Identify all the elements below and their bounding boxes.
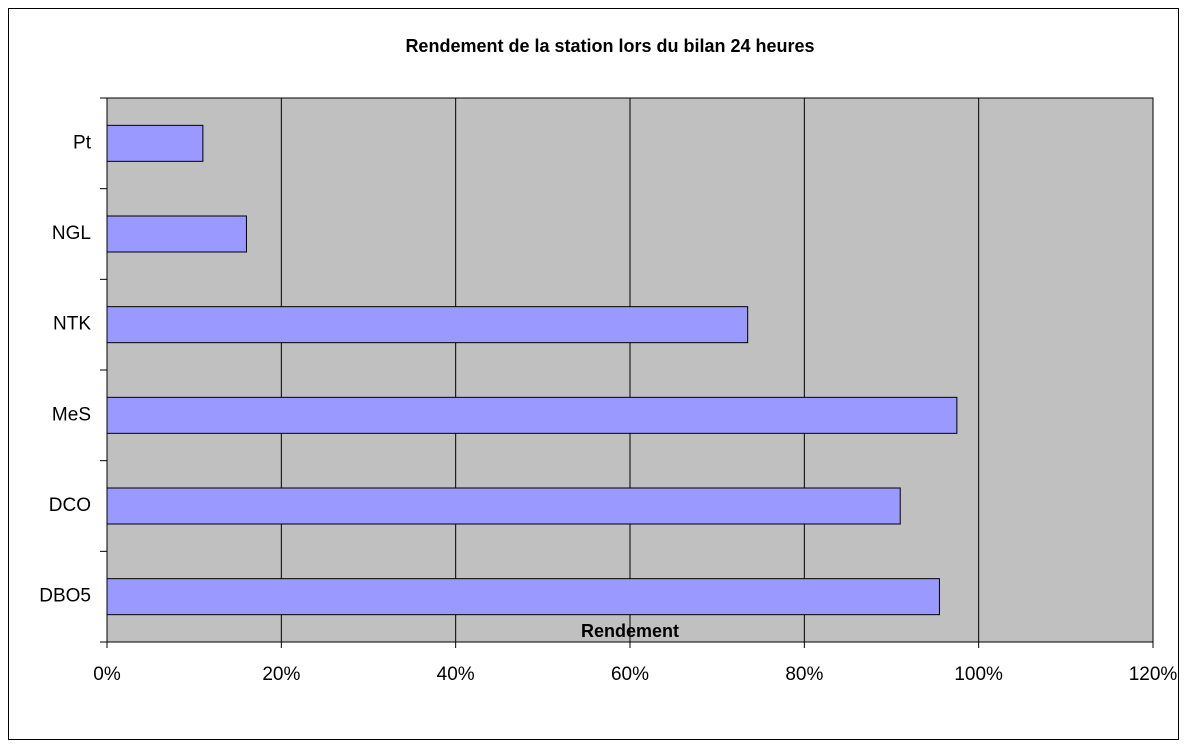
y-tick-label: NGL (52, 223, 91, 244)
x-tick-label: 20% (262, 664, 300, 685)
x-tick-label: 100% (954, 664, 1003, 685)
x-tick-label: 40% (437, 664, 475, 685)
bar (106, 578, 940, 616)
y-tick-label: MeS (52, 404, 91, 425)
y-tick-label: Pt (73, 132, 92, 153)
x-axis-label: Rendement (581, 621, 679, 641)
y-tick-label: NTK (53, 314, 91, 335)
y-tick-label: DBO5 (39, 586, 91, 607)
bar (106, 396, 958, 434)
x-tick-label: 120% (1129, 664, 1178, 685)
bar (106, 124, 204, 162)
bar (106, 306, 749, 344)
bar (106, 215, 247, 253)
x-tick-label: 80% (785, 664, 823, 685)
x-tick-label: 60% (611, 664, 649, 685)
bar (106, 487, 901, 525)
x-tick-label: 0% (93, 664, 121, 685)
y-tick-label: DCO (49, 495, 91, 516)
chart-title: Rendement de la station lors du bilan 24… (405, 36, 814, 56)
